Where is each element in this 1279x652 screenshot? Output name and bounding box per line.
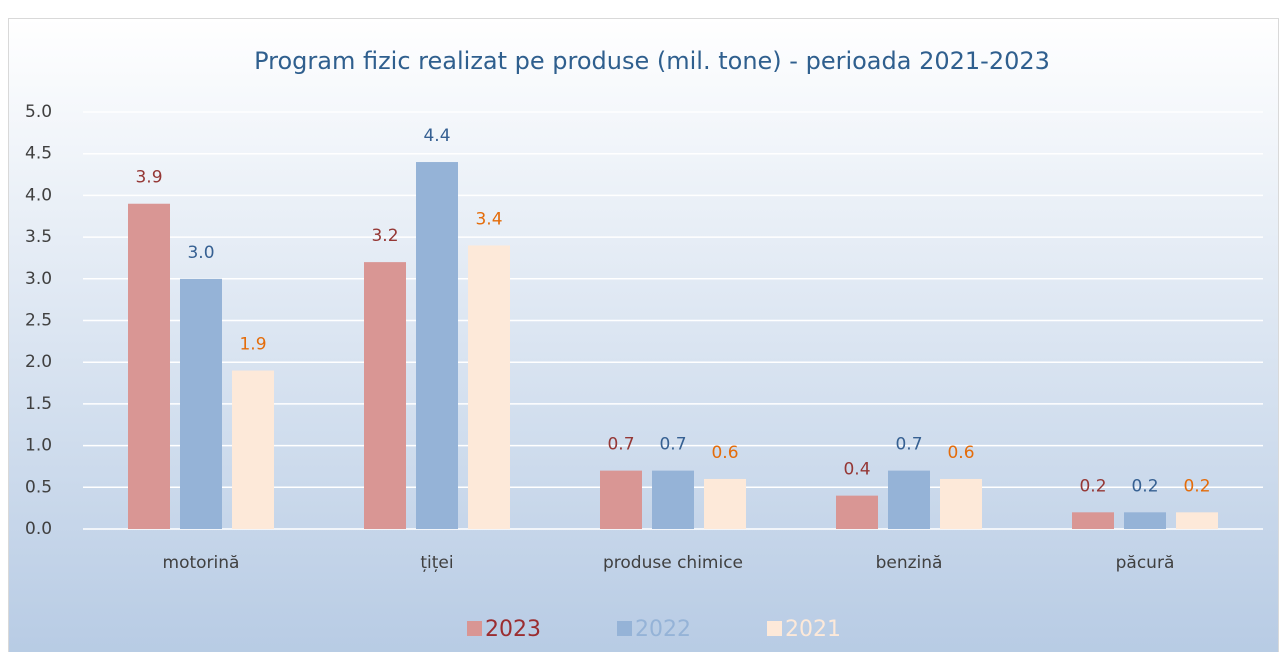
bar [704, 478, 746, 529]
legend-label: 2021 [785, 617, 841, 642]
bar [1176, 512, 1218, 529]
value-label: 0.6 [947, 443, 974, 463]
value-label: 0.7 [659, 435, 686, 455]
legend-swatch [617, 621, 632, 636]
value-label: 4.4 [423, 126, 450, 146]
y-tick-label: 4.5 [25, 144, 52, 164]
value-label: 0.4 [843, 460, 870, 480]
bar [232, 370, 274, 529]
y-tick-label: 1.5 [25, 394, 52, 414]
bar [416, 162, 458, 530]
y-tick-label: 1.0 [25, 436, 52, 456]
value-label: 0.2 [1183, 476, 1210, 496]
value-label: 1.9 [239, 335, 266, 355]
bar [940, 478, 982, 529]
y-tick-label: 5.0 [25, 102, 52, 122]
legend-label: 2022 [635, 617, 691, 642]
bar [128, 203, 170, 530]
bar [1072, 512, 1114, 529]
y-tick-label: 2.5 [25, 311, 52, 331]
value-label: 3.4 [475, 209, 502, 229]
value-label: 0.7 [607, 435, 634, 455]
x-tick-label: păcură [1116, 553, 1175, 573]
value-label: 0.6 [711, 443, 738, 463]
x-tick-label: produse chimice [603, 553, 743, 573]
value-label: 3.9 [135, 168, 162, 188]
bar [652, 470, 694, 529]
value-label: 0.2 [1131, 476, 1158, 496]
bar [888, 470, 930, 529]
value-label: 3.2 [371, 226, 398, 246]
legend-swatch [767, 621, 782, 636]
bar [468, 245, 510, 529]
value-label: 0.7 [895, 435, 922, 455]
y-tick-label: 4.0 [25, 185, 52, 205]
y-tick-label: 0.0 [25, 519, 52, 539]
chart-title: Program fizic realizat pe produse (mil. … [254, 47, 1050, 75]
x-tick-label: benzină [876, 553, 943, 573]
bar [836, 495, 878, 529]
bar [364, 262, 406, 529]
y-tick-label: 3.5 [25, 227, 52, 247]
legend-label: 2023 [485, 617, 541, 642]
bar [180, 278, 222, 529]
y-tick-label: 3.0 [25, 269, 52, 289]
bar [1124, 512, 1166, 529]
y-tick-label: 2.0 [25, 352, 52, 372]
x-tick-label: motorină [163, 553, 240, 573]
bar [600, 470, 642, 529]
value-label: 3.0 [187, 243, 214, 263]
legend-swatch [467, 621, 482, 636]
y-tick-label: 0.5 [25, 477, 52, 497]
x-tick-label: țiței [420, 553, 453, 573]
value-label: 0.2 [1079, 476, 1106, 496]
